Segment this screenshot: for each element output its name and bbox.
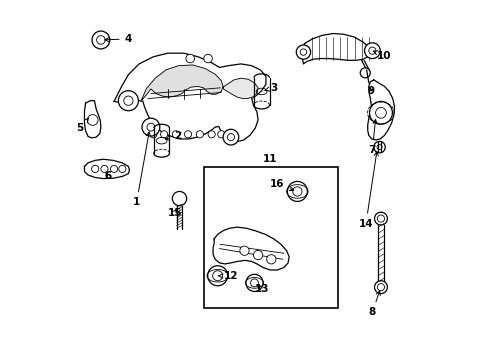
Text: 11: 11 xyxy=(263,154,277,164)
Text: 1: 1 xyxy=(133,132,150,207)
Text: 7: 7 xyxy=(368,120,376,155)
Polygon shape xyxy=(367,80,394,140)
Circle shape xyxy=(374,281,386,294)
Circle shape xyxy=(184,131,191,138)
Circle shape xyxy=(373,141,385,153)
Circle shape xyxy=(375,108,386,118)
Polygon shape xyxy=(213,227,288,270)
Circle shape xyxy=(118,91,138,111)
Circle shape xyxy=(212,271,222,281)
Text: 9: 9 xyxy=(367,86,374,96)
Circle shape xyxy=(374,212,386,225)
Text: 8: 8 xyxy=(368,291,380,317)
Polygon shape xyxy=(114,53,265,142)
Polygon shape xyxy=(141,65,223,102)
Circle shape xyxy=(245,274,263,292)
Circle shape xyxy=(376,145,381,150)
Circle shape xyxy=(172,192,186,206)
Circle shape xyxy=(287,181,307,202)
Text: 6: 6 xyxy=(104,171,111,181)
Polygon shape xyxy=(302,33,369,64)
Circle shape xyxy=(149,131,157,138)
Circle shape xyxy=(240,246,248,255)
Text: 14: 14 xyxy=(358,152,378,229)
Circle shape xyxy=(147,123,155,131)
Circle shape xyxy=(223,129,238,145)
Circle shape xyxy=(207,131,215,138)
Circle shape xyxy=(300,49,306,55)
Bar xyxy=(204,167,338,308)
Circle shape xyxy=(292,187,302,196)
Text: 2: 2 xyxy=(165,131,181,141)
Circle shape xyxy=(203,54,212,63)
Circle shape xyxy=(377,284,384,291)
Circle shape xyxy=(364,43,380,59)
Circle shape xyxy=(377,215,384,222)
Circle shape xyxy=(101,165,108,172)
Circle shape xyxy=(87,114,98,125)
Text: 16: 16 xyxy=(269,179,293,191)
Circle shape xyxy=(160,131,167,138)
Circle shape xyxy=(207,266,227,286)
Text: 3: 3 xyxy=(264,83,277,93)
Text: 13: 13 xyxy=(254,284,268,294)
Polygon shape xyxy=(84,159,129,179)
Circle shape xyxy=(253,250,262,260)
Polygon shape xyxy=(223,78,258,99)
Circle shape xyxy=(119,165,125,172)
Circle shape xyxy=(185,54,194,63)
Text: 12: 12 xyxy=(218,271,238,282)
Circle shape xyxy=(172,131,179,138)
Circle shape xyxy=(97,36,105,44)
Circle shape xyxy=(123,96,133,105)
Circle shape xyxy=(196,131,203,138)
Polygon shape xyxy=(84,101,101,138)
Circle shape xyxy=(266,255,275,264)
Circle shape xyxy=(360,68,369,78)
Circle shape xyxy=(369,102,391,124)
Circle shape xyxy=(217,131,224,138)
Circle shape xyxy=(142,118,160,136)
Circle shape xyxy=(368,47,375,54)
Text: 4: 4 xyxy=(104,34,132,44)
Circle shape xyxy=(110,165,118,172)
Text: 10: 10 xyxy=(373,51,391,61)
Circle shape xyxy=(91,165,99,172)
Circle shape xyxy=(227,134,234,141)
Circle shape xyxy=(296,45,310,59)
Circle shape xyxy=(250,279,258,287)
Circle shape xyxy=(92,31,110,49)
Text: 15: 15 xyxy=(167,208,182,218)
Text: 5: 5 xyxy=(77,118,88,133)
